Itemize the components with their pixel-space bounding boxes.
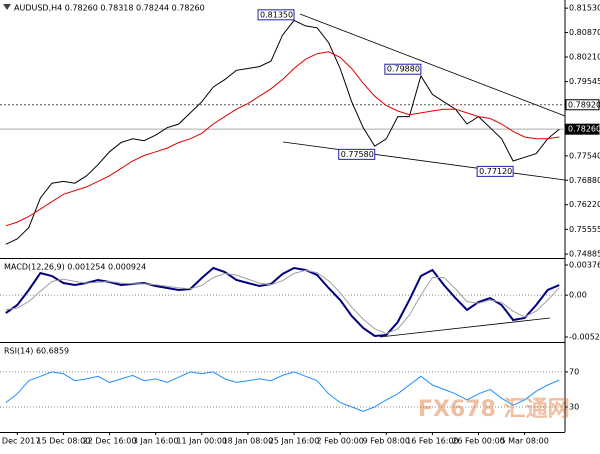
series-line: [5, 371, 560, 412]
annotation-label: 0.77120: [479, 167, 512, 176]
series-line: [5, 266, 560, 338]
annotation-label: 0.77580: [341, 150, 374, 159]
x-tick-label: 3 Jan 16:00: [133, 437, 179, 446]
annotation-box: [476, 165, 514, 177]
x-tick-label: 18 Jan 08:00: [223, 437, 274, 446]
y-tick-label: 0.81530: [569, 4, 600, 13]
x-tick-label: 2 Feb 00:00: [316, 437, 363, 446]
trendline: [379, 317, 551, 338]
x-tick-label: 15 Dec 08:00: [37, 437, 91, 446]
trendline: [299, 13, 566, 117]
panel-icon: [3, 4, 11, 10]
x-tick-label: 22 Dec 16:00: [83, 437, 137, 446]
y-tick-label: 0.003762: [569, 260, 600, 269]
y-tick-label: -0.005216: [569, 332, 600, 341]
x-tick-label: 5 Mar 08:00: [500, 437, 548, 446]
annotation-label: 0.81350: [260, 10, 293, 19]
series-line: [5, 51, 560, 227]
y-tick-label: 0.75555: [569, 225, 600, 234]
y-tick-label: 0.76220: [569, 200, 600, 209]
y-tick-label: 0.77540: [569, 151, 600, 160]
y-tick-label: 0.80210: [569, 53, 600, 62]
series-line: [5, 19, 560, 245]
y-tick-label: 0.00: [569, 291, 587, 300]
y-tick-label: 0.74885: [569, 250, 600, 259]
annotation-box: [257, 9, 295, 21]
watermark: FX678 汇通网: [418, 397, 570, 422]
annotation-box: [338, 148, 376, 160]
x-tick-label: 25 Jan 16:00: [269, 437, 320, 446]
y-tick-label: 30: [569, 402, 579, 411]
series-line: [5, 269, 560, 335]
annotation-box: [384, 63, 422, 75]
x-tick-label: 8 Dec 2017: [0, 437, 40, 446]
panel-title: AUDUSD,H4 0.78260 0.78318 0.78244 0.7826…: [14, 4, 205, 13]
x-tick-label: 16 Feb 16:00: [406, 437, 458, 446]
level-label: 0.78260: [568, 125, 600, 134]
y-tick-label: 0.76880: [569, 176, 600, 185]
x-tick-label: 26 Feb 00:00: [452, 437, 504, 446]
y-tick-label: 0.79545: [569, 77, 600, 86]
level-label: 0.78920: [568, 100, 600, 109]
panel-title: MACD(12,26,9) 0.001254 0.000924: [4, 263, 146, 272]
y-tick-label: 0.80870: [569, 28, 600, 37]
x-tick-label: 11 Jan 00:00: [176, 437, 227, 446]
y-tick-label: 70: [569, 367, 579, 376]
annotation-label: 0.79880: [387, 65, 420, 74]
level-box: [565, 123, 600, 135]
trendline: [282, 141, 566, 181]
x-tick-label: 9 Feb 08:00: [363, 437, 410, 446]
level-box: [565, 99, 600, 111]
panel-title: RSI(14) 60.6859: [4, 347, 69, 356]
